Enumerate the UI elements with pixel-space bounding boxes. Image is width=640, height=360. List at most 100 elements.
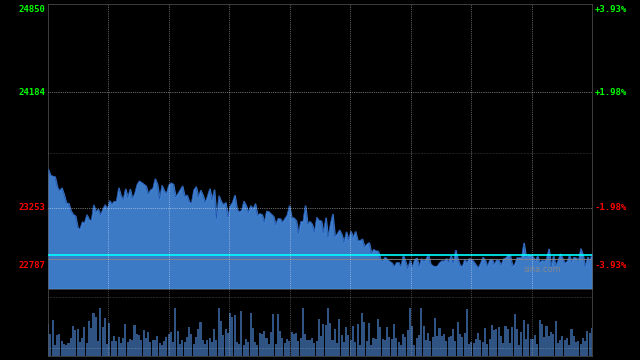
- Bar: [425, 340, 427, 356]
- Bar: [179, 344, 181, 356]
- Bar: [188, 327, 190, 356]
- Bar: [209, 338, 211, 356]
- Bar: [502, 343, 504, 356]
- Bar: [484, 328, 486, 356]
- Bar: [541, 324, 543, 356]
- Bar: [491, 325, 493, 356]
- Bar: [213, 329, 215, 356]
- Bar: [115, 341, 117, 356]
- Bar: [516, 329, 518, 356]
- Bar: [222, 336, 224, 356]
- Bar: [454, 341, 456, 356]
- Bar: [127, 342, 129, 356]
- Bar: [498, 327, 500, 356]
- Bar: [177, 330, 179, 356]
- Bar: [348, 335, 349, 356]
- Bar: [56, 336, 58, 356]
- Bar: [586, 332, 588, 356]
- Bar: [86, 343, 88, 356]
- Bar: [93, 313, 95, 356]
- Bar: [202, 339, 204, 356]
- Bar: [332, 340, 333, 356]
- Bar: [168, 334, 170, 356]
- Bar: [336, 343, 338, 356]
- Bar: [190, 334, 193, 356]
- Bar: [488, 339, 491, 356]
- Bar: [79, 342, 81, 356]
- Bar: [99, 307, 101, 356]
- Text: +1.98%: +1.98%: [595, 88, 627, 97]
- Bar: [461, 337, 463, 356]
- Bar: [552, 334, 554, 356]
- Bar: [165, 337, 168, 356]
- Bar: [557, 343, 559, 356]
- Bar: [536, 344, 538, 356]
- Bar: [268, 344, 270, 356]
- Bar: [97, 341, 99, 356]
- Bar: [318, 319, 320, 356]
- Bar: [65, 346, 67, 356]
- Bar: [548, 336, 550, 356]
- Bar: [400, 345, 402, 356]
- Bar: [559, 341, 561, 356]
- Bar: [270, 332, 272, 356]
- Bar: [500, 336, 502, 356]
- Bar: [152, 340, 154, 356]
- Bar: [418, 335, 420, 356]
- Bar: [145, 338, 147, 356]
- Bar: [136, 334, 138, 356]
- Bar: [52, 320, 54, 356]
- Bar: [355, 342, 356, 356]
- Bar: [390, 339, 393, 356]
- Bar: [302, 307, 304, 356]
- Bar: [573, 336, 575, 356]
- Bar: [375, 339, 377, 356]
- Bar: [311, 338, 313, 356]
- Bar: [513, 314, 516, 356]
- Bar: [250, 313, 252, 356]
- Bar: [504, 326, 506, 356]
- Bar: [447, 337, 450, 356]
- Bar: [368, 323, 370, 356]
- Text: -3.93%: -3.93%: [595, 261, 627, 270]
- Bar: [134, 325, 136, 356]
- Bar: [129, 339, 131, 356]
- Bar: [216, 341, 218, 356]
- Bar: [102, 327, 104, 356]
- Bar: [195, 337, 197, 356]
- Bar: [163, 341, 165, 356]
- Bar: [90, 328, 92, 356]
- Bar: [277, 315, 279, 356]
- Bar: [566, 338, 568, 356]
- Bar: [416, 338, 418, 356]
- Bar: [279, 330, 281, 356]
- Bar: [554, 321, 557, 356]
- Bar: [118, 337, 120, 356]
- Bar: [520, 332, 522, 356]
- Bar: [534, 334, 536, 356]
- Bar: [81, 338, 83, 356]
- Bar: [88, 321, 90, 356]
- Bar: [340, 335, 342, 356]
- Bar: [234, 315, 236, 356]
- Bar: [138, 335, 140, 356]
- Bar: [582, 338, 584, 356]
- Bar: [140, 340, 142, 356]
- Bar: [364, 322, 365, 356]
- Bar: [95, 317, 97, 356]
- Bar: [184, 342, 186, 356]
- Bar: [108, 323, 111, 356]
- Bar: [463, 333, 465, 356]
- Bar: [434, 318, 436, 356]
- Bar: [443, 334, 445, 356]
- Bar: [295, 333, 297, 356]
- Bar: [452, 329, 454, 356]
- Bar: [206, 340, 209, 356]
- Bar: [120, 343, 122, 356]
- Bar: [550, 332, 552, 356]
- Bar: [438, 328, 440, 356]
- Bar: [472, 343, 475, 356]
- Bar: [156, 336, 158, 356]
- Bar: [238, 345, 240, 356]
- Bar: [411, 326, 413, 356]
